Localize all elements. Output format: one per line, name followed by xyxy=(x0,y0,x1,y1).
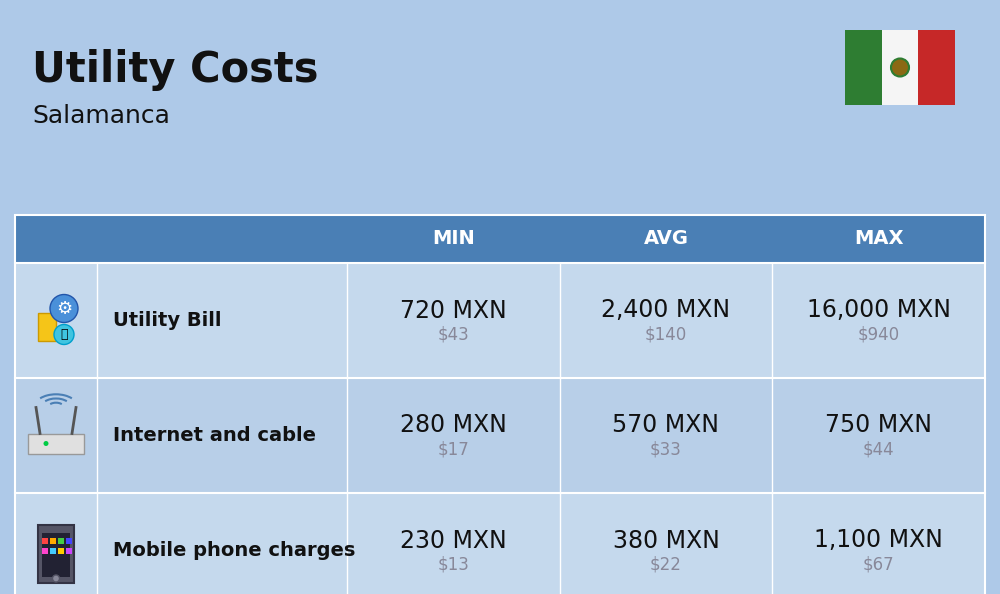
Bar xyxy=(882,30,918,105)
Bar xyxy=(15,215,985,263)
Text: $43: $43 xyxy=(437,326,469,343)
Text: Internet and cable: Internet and cable xyxy=(113,426,316,445)
Bar xyxy=(38,525,74,583)
Bar xyxy=(66,538,72,544)
Text: 570 MXN: 570 MXN xyxy=(612,413,720,438)
Text: 💧: 💧 xyxy=(60,328,68,341)
Text: Salamanca: Salamanca xyxy=(32,104,170,128)
Circle shape xyxy=(52,575,60,582)
Bar xyxy=(15,493,985,594)
Text: $940: $940 xyxy=(858,326,900,343)
Text: ⚙: ⚙ xyxy=(56,299,72,318)
Text: $13: $13 xyxy=(437,555,469,573)
Text: $22: $22 xyxy=(650,555,682,573)
Text: 1,100 MXN: 1,100 MXN xyxy=(814,529,943,552)
Text: 16,000 MXN: 16,000 MXN xyxy=(807,299,951,323)
Bar xyxy=(42,532,70,577)
Bar xyxy=(15,215,985,594)
Text: 230 MXN: 230 MXN xyxy=(400,529,507,552)
Bar xyxy=(845,30,882,105)
Bar xyxy=(58,538,64,544)
Bar xyxy=(50,538,56,544)
Text: $67: $67 xyxy=(863,555,894,573)
Circle shape xyxy=(44,441,48,446)
Bar xyxy=(28,434,84,453)
Bar xyxy=(918,30,955,105)
Circle shape xyxy=(50,295,78,323)
Text: Utility Bill: Utility Bill xyxy=(113,311,222,330)
Bar xyxy=(15,263,985,378)
Text: 720 MXN: 720 MXN xyxy=(400,299,507,323)
Bar xyxy=(66,548,72,554)
Text: $44: $44 xyxy=(863,441,894,459)
Text: Mobile phone charges: Mobile phone charges xyxy=(113,541,355,560)
Text: AVG: AVG xyxy=(644,229,688,248)
Text: 2,400 MXN: 2,400 MXN xyxy=(601,299,731,323)
Text: MAX: MAX xyxy=(854,229,903,248)
Bar xyxy=(58,548,64,554)
Bar xyxy=(42,538,48,544)
Text: Utility Costs: Utility Costs xyxy=(32,49,318,91)
Text: 380 MXN: 380 MXN xyxy=(613,529,719,552)
Text: $33: $33 xyxy=(650,441,682,459)
Text: $17: $17 xyxy=(437,441,469,459)
Text: 750 MXN: 750 MXN xyxy=(825,413,932,438)
Circle shape xyxy=(54,324,74,345)
Bar xyxy=(38,312,56,340)
Circle shape xyxy=(891,58,909,77)
Bar xyxy=(42,548,48,554)
Text: 280 MXN: 280 MXN xyxy=(400,413,507,438)
Bar xyxy=(50,548,56,554)
Text: MIN: MIN xyxy=(432,229,475,248)
Text: $140: $140 xyxy=(645,326,687,343)
Bar xyxy=(15,378,985,493)
